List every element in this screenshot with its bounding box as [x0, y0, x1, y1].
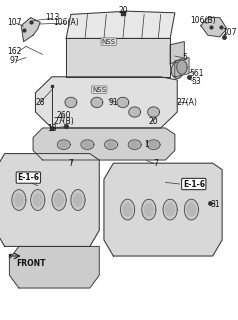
Polygon shape: [171, 62, 183, 78]
Ellipse shape: [74, 194, 82, 206]
Text: 31: 31: [210, 200, 220, 209]
Ellipse shape: [184, 199, 198, 220]
Polygon shape: [21, 18, 40, 42]
Polygon shape: [66, 38, 170, 77]
Text: NSS: NSS: [92, 87, 106, 92]
Text: E-1-6: E-1-6: [183, 180, 205, 188]
Polygon shape: [175, 58, 189, 77]
Polygon shape: [170, 42, 184, 64]
Text: 7: 7: [154, 159, 158, 168]
Ellipse shape: [130, 141, 139, 148]
Ellipse shape: [65, 97, 77, 108]
Polygon shape: [177, 60, 187, 74]
Text: 53: 53: [191, 77, 201, 86]
Ellipse shape: [91, 97, 103, 108]
Ellipse shape: [34, 194, 42, 206]
Text: 91: 91: [109, 98, 118, 107]
Ellipse shape: [107, 141, 115, 148]
Ellipse shape: [81, 140, 94, 149]
Ellipse shape: [142, 199, 156, 220]
Polygon shape: [201, 18, 227, 37]
Ellipse shape: [123, 204, 132, 216]
Text: 20: 20: [149, 117, 159, 126]
Ellipse shape: [147, 140, 160, 149]
Polygon shape: [10, 246, 99, 288]
Ellipse shape: [149, 141, 158, 148]
Ellipse shape: [187, 204, 196, 216]
Text: 162: 162: [7, 47, 21, 56]
Ellipse shape: [12, 189, 26, 211]
Text: 107: 107: [222, 28, 236, 36]
Text: 20: 20: [118, 6, 128, 15]
Text: 1: 1: [144, 140, 149, 148]
Ellipse shape: [166, 204, 174, 216]
Polygon shape: [0, 154, 99, 246]
Ellipse shape: [120, 199, 135, 220]
Text: 113: 113: [45, 13, 59, 22]
Ellipse shape: [145, 204, 153, 216]
Polygon shape: [66, 11, 175, 38]
Text: 97: 97: [9, 56, 19, 65]
Text: FRONT: FRONT: [16, 260, 45, 268]
Text: 106(B): 106(B): [190, 16, 216, 25]
Text: 13: 13: [47, 124, 57, 132]
Polygon shape: [33, 128, 175, 160]
Ellipse shape: [15, 194, 23, 206]
Polygon shape: [10, 254, 16, 258]
Ellipse shape: [129, 107, 141, 117]
Ellipse shape: [128, 140, 141, 149]
Ellipse shape: [55, 194, 63, 206]
Ellipse shape: [52, 189, 66, 211]
Ellipse shape: [31, 189, 45, 211]
Ellipse shape: [148, 107, 159, 117]
Polygon shape: [35, 77, 177, 128]
Text: E-1-6: E-1-6: [17, 173, 39, 182]
Ellipse shape: [117, 97, 129, 108]
Text: 7: 7: [69, 159, 73, 168]
Text: NSS: NSS: [102, 39, 116, 44]
Text: 5: 5: [182, 53, 187, 62]
Text: 107: 107: [7, 18, 21, 27]
Polygon shape: [104, 163, 222, 256]
Text: 27(A): 27(A): [176, 98, 197, 107]
Ellipse shape: [71, 189, 85, 211]
Text: 561: 561: [189, 69, 203, 78]
Ellipse shape: [57, 140, 70, 149]
Ellipse shape: [163, 199, 177, 220]
Text: 28: 28: [35, 98, 45, 107]
Text: 106(A): 106(A): [53, 18, 79, 27]
Ellipse shape: [104, 140, 118, 149]
Ellipse shape: [60, 141, 68, 148]
Ellipse shape: [83, 141, 92, 148]
Text: 27(B): 27(B): [53, 117, 74, 126]
Text: 260: 260: [57, 111, 71, 120]
